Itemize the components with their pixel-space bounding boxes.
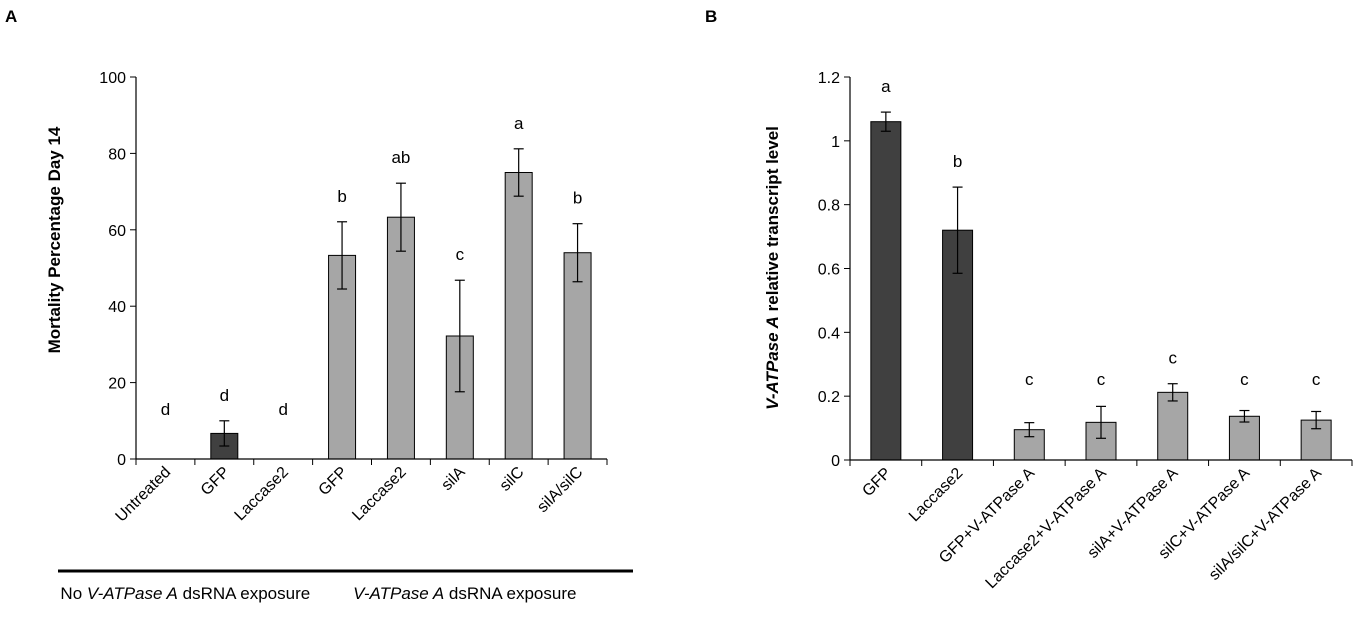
- category-label: Laccase2+V-ATPase A: [983, 465, 1110, 592]
- category-label: GFP: [198, 464, 233, 499]
- y-tick-label: 100: [99, 70, 126, 87]
- panel-a: A Mortality Percentage Day 14 0 20 40 60 80 1…: [5, 7, 633, 603]
- panel-a-error-bars: [219, 148, 583, 447]
- category-label: Laccase2: [349, 464, 410, 525]
- panel-b-y-axis-label: V-ATPase A relative transcript level: [763, 126, 782, 410]
- significance-letter: c: [1025, 370, 1034, 389]
- error-bar: [1239, 409, 1250, 423]
- category-label: GFP: [859, 465, 894, 500]
- error-bar: [1167, 383, 1178, 402]
- y-tick-label: 1.2: [818, 70, 840, 87]
- y-tick-label: 1: [831, 134, 840, 151]
- group-label-post: dsRNA exposure: [178, 584, 310, 603]
- group-bracket-0: No V-ATPase A dsRNA exposure: [58, 569, 313, 603]
- significance-letter: a: [881, 77, 891, 96]
- panel-a-y-ticks: 0 20 40 60 80 100: [99, 70, 136, 469]
- bar-silc-v-atpase-a: [1228, 415, 1260, 461]
- panel-b-y-axis-label-rest: relative transcript level: [763, 126, 782, 316]
- category-label: GFP: [316, 464, 351, 499]
- panel-a-y-axis-label: Mortality Percentage Day 14: [45, 126, 64, 353]
- y-tick-label: 80: [108, 146, 126, 163]
- error-bar: [1311, 410, 1322, 430]
- error-bar: [219, 420, 230, 447]
- y-tick-label: 20: [108, 376, 126, 393]
- category-label: silA/silC: [534, 464, 586, 516]
- significance-letter: c: [1168, 349, 1177, 368]
- panel-a-axes: [135, 77, 608, 465]
- y-tick-label: 0.6: [818, 262, 840, 279]
- panel-a-letter: A: [5, 7, 17, 26]
- group-label: No V-ATPase A dsRNA exposure: [60, 584, 310, 603]
- significance-letter: d: [220, 386, 229, 405]
- y-tick-label: 0: [117, 452, 126, 469]
- error-bar: [1096, 405, 1106, 439]
- category-label: Untreated: [113, 464, 175, 526]
- panel-a-group-labels: No V-ATPase A dsRNA exposure V-ATPase A d…: [58, 569, 633, 603]
- bar-laccase2: [386, 216, 415, 460]
- panel-b-axes: [849, 77, 1353, 466]
- bar-silc: [504, 172, 533, 460]
- error-bar: [395, 182, 406, 252]
- error-bar: [1024, 422, 1035, 438]
- error-bar: [880, 111, 891, 132]
- y-tick-label: 0.8: [818, 198, 840, 215]
- group-label-gene: V-ATPase A: [87, 584, 178, 603]
- group-label-pre: No: [60, 584, 86, 603]
- panel-b: B V-ATPase A relative transcript level 0…: [705, 7, 1353, 592]
- y-tick-label: 60: [108, 223, 126, 240]
- significance-letter: a: [514, 114, 524, 133]
- y-tick-label: 0: [831, 453, 840, 470]
- panel-b-y-axis-label-gene: V-ATPase A: [763, 316, 782, 410]
- panel-b-y-ticks: 0 0.2 0.4 0.6 0.8 1 1.2: [818, 70, 850, 470]
- significance-letter: b: [573, 189, 582, 208]
- significance-letter: c: [1240, 370, 1249, 389]
- category-label: silC: [497, 464, 528, 495]
- category-label: Laccase2: [232, 464, 293, 525]
- group-bracket-1: V-ATPase A dsRNA exposure: [296, 569, 633, 603]
- significance-letter: c: [1097, 370, 1106, 389]
- error-bar: [454, 279, 465, 393]
- error-bar: [952, 186, 963, 274]
- y-tick-label: 40: [108, 299, 126, 316]
- panel-b-significance-letters: a b c c c c c: [881, 77, 1321, 389]
- bar-sila-v-atpase-a: [1157, 391, 1189, 461]
- panel-b-error-bars: [880, 111, 1322, 439]
- group-label-post: dsRNA exposure: [444, 584, 576, 603]
- bar-gfp: [870, 121, 902, 461]
- significance-letter: d: [161, 400, 170, 419]
- category-label: Laccase2: [906, 465, 967, 526]
- error-bar: [337, 221, 348, 290]
- significance-letter: c: [1312, 370, 1321, 389]
- bar-sila-silc: [563, 252, 592, 460]
- significance-letter: ab: [391, 148, 410, 167]
- group-label-gene: V-ATPase A: [353, 584, 444, 603]
- significance-letter: c: [456, 245, 465, 264]
- group-label: V-ATPase A dsRNA exposure: [353, 584, 576, 603]
- error-bar: [513, 148, 524, 197]
- y-tick-label: 0.4: [818, 325, 840, 342]
- panel-b-bars: [870, 121, 1332, 461]
- significance-letter: d: [278, 400, 287, 419]
- error-bar: [572, 223, 583, 283]
- significance-letter: b: [953, 152, 962, 171]
- category-label: silA: [438, 464, 468, 494]
- y-tick-label: 0.2: [818, 389, 840, 406]
- panel-b-letter: B: [705, 7, 717, 26]
- significance-letter: b: [337, 187, 346, 206]
